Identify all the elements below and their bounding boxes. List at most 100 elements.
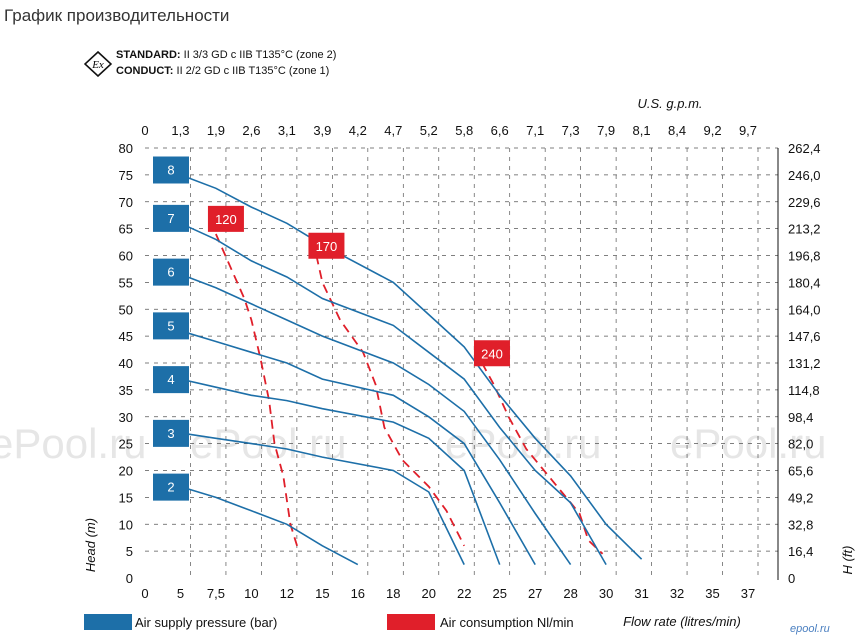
y-tick-label: 50 xyxy=(119,302,133,317)
y-right-tick-label: 65,6 xyxy=(788,464,813,479)
x-axis-label: Flow rate (litres/min) xyxy=(623,614,741,629)
pressure-label-box-2 xyxy=(153,473,189,501)
pressure-curve-8 xyxy=(180,174,643,560)
y-tick-label: 65 xyxy=(119,222,133,237)
air-label-170: 170 xyxy=(316,239,338,254)
x-top-tick-label: 8,1 xyxy=(633,123,651,138)
axis-layer: 0 5 7,5 10 12 15 16 18 20 22 25 27 28 30 31 32 35 370 1,3 1… xyxy=(83,96,855,629)
air-consumption-curves xyxy=(215,233,604,555)
pressure-curve-2 xyxy=(180,485,359,566)
watermark-text: ePool.ru xyxy=(190,420,346,467)
y-tick-label: 60 xyxy=(119,249,133,264)
legend-label-pressure: Air supply pressure (bar) xyxy=(135,615,277,630)
y-tick-label: 75 xyxy=(119,168,133,183)
air-curve-120 xyxy=(215,233,300,552)
standard-line: STANDARD: II 3/3 GD c IIB T135°C (zone 2… xyxy=(116,49,336,61)
x-top-tick-label: 1,9 xyxy=(207,123,225,138)
x-tick-label: 35 xyxy=(705,586,719,601)
y-right-tick-label: 114,8 xyxy=(788,383,820,398)
pressure-label-8: 8 xyxy=(167,163,174,178)
pressure-label-7: 7 xyxy=(167,211,174,226)
x-top-tick-label: 9,7 xyxy=(739,123,757,138)
pressure-label-box-3 xyxy=(153,419,189,447)
x-top-tick-label: 4,7 xyxy=(384,123,402,138)
air-label-240: 240 xyxy=(481,346,503,361)
y-right-tick-label: 32,8 xyxy=(788,517,813,532)
pressure-curve-6 xyxy=(180,273,572,566)
y-right-tick-label: 131,2 xyxy=(788,356,821,371)
y-tick-label: 30 xyxy=(119,410,133,425)
x-top-tick-label: 0 xyxy=(141,123,148,138)
y-right-tick-label: 180,4 xyxy=(788,275,821,290)
x-tick-label: 30 xyxy=(599,586,613,601)
page-title: График производительности xyxy=(4,6,230,25)
pressure-label-box-7 xyxy=(153,204,189,232)
pressure-curve-4 xyxy=(180,378,501,565)
conduct-text: II 2/2 GD c IIB T135°C (zone 1) xyxy=(176,65,330,77)
y-right-axis-label: H (ft) xyxy=(840,546,855,575)
ex-icon-label: Ex xyxy=(91,59,104,71)
x-tick-label: 10 xyxy=(244,586,258,601)
legend-swatch-pressure xyxy=(84,614,132,630)
pressure-label-4: 4 xyxy=(167,372,174,387)
y-tick-label: 0 xyxy=(126,571,133,586)
y-right-tick-label: 164,0 xyxy=(788,302,821,317)
x-top-tick-label: 9,2 xyxy=(703,123,721,138)
x-tick-label: 7,5 xyxy=(207,586,225,601)
y-tick-label: 20 xyxy=(119,464,133,479)
x-top-tick-label: 3,9 xyxy=(313,123,331,138)
x-tick-label: 20 xyxy=(422,586,436,601)
watermark-text: ePool.ru xyxy=(0,420,146,467)
conduct-line: CONDUCT: II 2/2 GD c IIB T135°C (zone 1) xyxy=(116,65,329,77)
ex-icon: Ex xyxy=(84,51,112,77)
pressure-label-box-4 xyxy=(153,366,189,394)
pressure-curve-3 xyxy=(180,432,465,565)
x-tick-label: 16 xyxy=(351,586,365,601)
y-axis-label: Head (m) xyxy=(83,518,98,572)
x-tick-label: 28 xyxy=(563,586,577,601)
x-tick-label: 25 xyxy=(492,586,506,601)
x-top-tick-label: 2,6 xyxy=(242,123,260,138)
y-right-tick-label: 98,4 xyxy=(788,410,813,425)
x-top-tick-label: 7,9 xyxy=(597,123,615,138)
x-top-tick-label: 3,1 xyxy=(278,123,296,138)
pressure-curves xyxy=(180,174,643,566)
y-tick-label: 35 xyxy=(119,383,133,398)
x-top-tick-label: 5,2 xyxy=(420,123,438,138)
y-right-tick-label: 82,0 xyxy=(788,437,813,452)
air-curve-170 xyxy=(315,255,466,547)
y-right-tick-label: 0 xyxy=(788,571,795,586)
x-tick-label: 12 xyxy=(280,586,294,601)
grid-layer xyxy=(145,147,778,578)
pressure-label-box-6 xyxy=(153,258,189,286)
legend-label-air: Air consumption Nl/min xyxy=(440,615,574,630)
y-right-tick-label: 213,2 xyxy=(788,222,821,237)
x-top-tick-label: 1,3 xyxy=(171,123,189,138)
y-tick-label: 70 xyxy=(119,195,133,210)
pressure-label-5: 5 xyxy=(167,318,174,333)
pressure-label-6: 6 xyxy=(167,265,174,280)
x-tick-label: 18 xyxy=(386,586,400,601)
y-right-tick-label: 196,8 xyxy=(788,249,821,264)
pressure-label-box-5 xyxy=(153,312,189,340)
legend: Air supply pressure (bar) Air consumption… xyxy=(84,614,574,630)
y-right-tick-label: 262,4 xyxy=(788,141,821,156)
x-tick-label: 27 xyxy=(528,586,542,601)
x-tick-label: 22 xyxy=(457,586,471,601)
pressure-label-2: 2 xyxy=(167,480,174,495)
pressure-label-3: 3 xyxy=(167,426,174,441)
x-tick-label: 31 xyxy=(634,586,648,601)
curve-labels: 120 170 240 2 3 4 5 6 7 8 xyxy=(153,156,510,501)
x-top-axis-label: U.S. g.p.m. xyxy=(637,96,702,111)
standard-label: STANDARD: xyxy=(116,49,181,61)
air-label-120: 120 xyxy=(215,212,237,227)
y-tick-label: 40 xyxy=(119,356,133,371)
x-tick-label: 37 xyxy=(741,586,755,601)
standard-text: II 3/3 GD c IIB T135°C (zone 2) xyxy=(183,49,337,61)
x-top-tick-label: 7,1 xyxy=(526,123,544,138)
pressure-curve-7 xyxy=(180,222,607,565)
conduct-label: CONDUCT: xyxy=(116,65,174,77)
legend-swatch-air xyxy=(387,614,435,630)
x-top-tick-label: 6,6 xyxy=(491,123,509,138)
x-top-tick-label: 5,8 xyxy=(455,123,473,138)
